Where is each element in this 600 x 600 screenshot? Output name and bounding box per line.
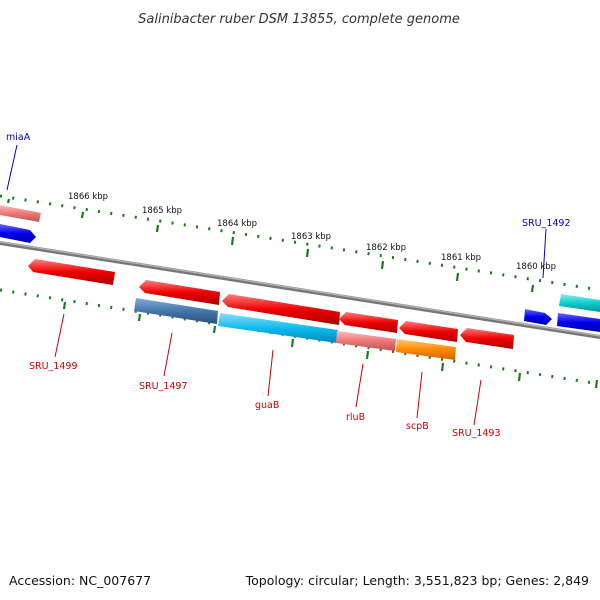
accession-text: Accession: NC_007677 bbox=[9, 573, 152, 588]
gene-feature-red-1493[interactable] bbox=[460, 328, 514, 349]
gene-feature-blue-right[interactable] bbox=[557, 313, 600, 332]
leader-line-sru1497 bbox=[163, 332, 173, 377]
tick-label: 1860 kbp bbox=[516, 262, 556, 272]
outer-tick bbox=[530, 284, 535, 293]
gene-label-scpb[interactable]: scpB bbox=[406, 421, 429, 432]
inner-tick bbox=[62, 301, 67, 310]
inner-tick bbox=[594, 379, 599, 389]
tick-label: 1862 kbp bbox=[366, 243, 406, 253]
gene-feature-steel[interactable] bbox=[134, 298, 218, 324]
genome-backbone-highlight bbox=[0, 241, 600, 337]
gene-feature-red-scpb[interactable] bbox=[399, 321, 458, 342]
gene-feature-pink-inner[interactable] bbox=[336, 331, 396, 351]
leader-line-sru1492 bbox=[542, 228, 547, 279]
tick-label: 1866 kbp bbox=[68, 192, 108, 202]
outer-ruler bbox=[0, 194, 600, 292]
ruler-tick-labels: 1866 kbp 1865 kbp 1864 kbp 1863 kbp 1862… bbox=[68, 192, 556, 272]
reverse-genes bbox=[28, 259, 514, 360]
leader-line-sru1493 bbox=[473, 379, 482, 426]
inner-tick bbox=[212, 325, 217, 334]
gene-label-sru1492[interactable]: SRU_1492 bbox=[522, 218, 571, 229]
inner-tick bbox=[517, 372, 522, 382]
gene-feature-teal[interactable] bbox=[559, 294, 600, 312]
forward-genes bbox=[0, 205, 600, 332]
gene-label-sru1493[interactable]: SRU_1493 bbox=[452, 428, 501, 439]
leader-line-rlub bbox=[355, 363, 364, 408]
gene-label-miaa[interactable]: miaA bbox=[6, 132, 31, 143]
outer-tick bbox=[6, 198, 11, 204]
outer-tick bbox=[230, 236, 235, 246]
gene-labels: miaA SRU_1492 SRU_1499 SRU_1497 guaB rlu… bbox=[6, 132, 571, 439]
leader-line-guab bbox=[267, 349, 274, 397]
tick-label: 1864 kbp bbox=[217, 219, 257, 229]
inner-major-ticks bbox=[62, 301, 599, 389]
gene-feature-blue-small[interactable] bbox=[524, 309, 552, 325]
inner-ruler bbox=[0, 288, 600, 386]
tick-label: 1861 kbp bbox=[441, 253, 481, 263]
outer-tick bbox=[305, 248, 310, 258]
gene-feature-red-guab[interactable] bbox=[222, 294, 340, 325]
inner-tick bbox=[290, 338, 295, 348]
gene-label-sru1497[interactable]: SRU_1497 bbox=[139, 381, 188, 392]
gene-label-guab[interactable]: guaB bbox=[255, 400, 279, 411]
gene-feature-red-1497[interactable] bbox=[139, 280, 220, 305]
genome-summary-text: Topology: circular; Length: 3,551,823 bp… bbox=[245, 573, 589, 588]
outer-tick bbox=[80, 211, 85, 219]
leader-line-miaa bbox=[6, 144, 18, 191]
gene-feature-red-rlub[interactable] bbox=[339, 312, 398, 333]
genome-backbone bbox=[0, 241, 600, 339]
outer-tick bbox=[455, 272, 460, 282]
outer-tick bbox=[380, 260, 385, 270]
inner-tick bbox=[137, 313, 142, 322]
leader-line-sru1499 bbox=[54, 313, 65, 358]
gene-feature-orange[interactable] bbox=[396, 339, 456, 360]
gene-label-rlub[interactable]: rluB bbox=[346, 412, 365, 423]
inner-tick bbox=[440, 362, 445, 372]
gene-feature-blue-outer[interactable] bbox=[0, 224, 36, 243]
tick-label: 1865 kbp bbox=[142, 206, 182, 216]
gene-feature-red-1499[interactable] bbox=[28, 259, 115, 285]
leader-line-scpb bbox=[416, 371, 423, 419]
tick-label: 1863 kbp bbox=[291, 232, 331, 242]
outer-tick bbox=[155, 224, 160, 233]
gene-feature-cyan[interactable] bbox=[218, 313, 338, 343]
leader-lines bbox=[6, 144, 547, 426]
gene-label-sru1499[interactable]: SRU_1499 bbox=[29, 361, 78, 372]
inner-tick bbox=[365, 350, 370, 360]
map-title: Salinibacter ruber DSM 13855, complete g… bbox=[138, 12, 460, 27]
gene-feature-pink-outer[interactable] bbox=[0, 205, 41, 222]
outer-major-ticks bbox=[6, 198, 535, 293]
